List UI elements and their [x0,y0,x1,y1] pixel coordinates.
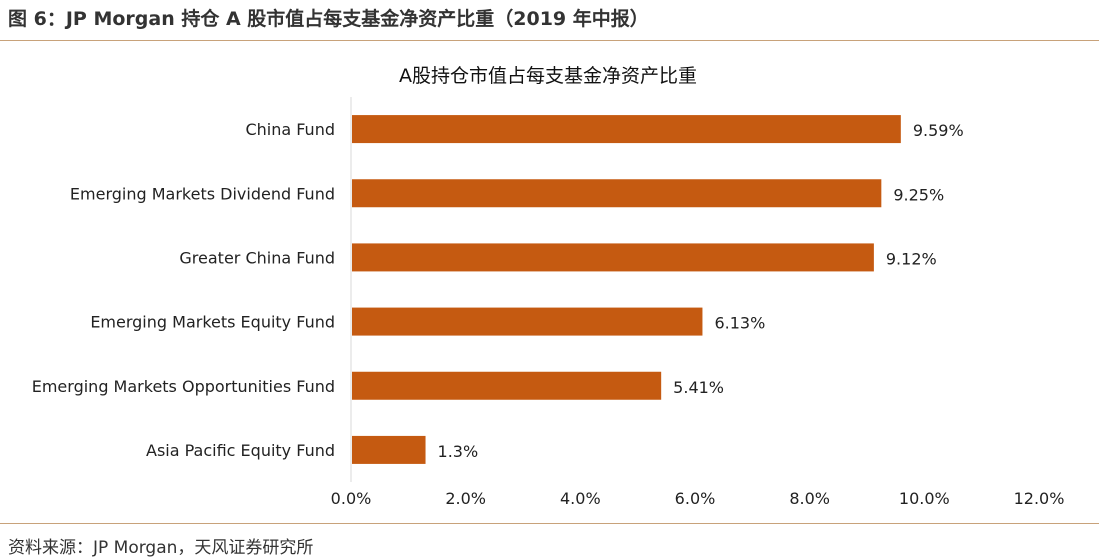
bar [352,435,426,464]
x-tick-label: 12.0% [1014,489,1065,508]
category-label: China Fund [245,120,335,139]
x-tick-label: 4.0% [560,489,601,508]
bar [352,371,662,400]
bar [352,179,882,208]
bar [352,243,874,272]
bar-chart: A股持仓市值占每支基金净资产比重 China Fund 9.59% Emerging… [32,65,1065,508]
data-label: 9.12% [886,249,937,268]
data-label: 9.59% [913,121,964,140]
data-label: 5.41% [673,378,724,397]
data-label: 1.3% [438,442,479,461]
source-note: 资料来源：JP Morgan，天风证券研究所 [8,538,314,558]
data-label: 6.13% [714,314,765,333]
x-tick-label: 6.0% [675,489,716,508]
x-tick-label: 8.0% [789,489,830,508]
category-label: Emerging Markets Equity Fund [90,313,335,332]
category-label: Emerging Markets Dividend Fund [70,184,335,203]
bar [352,307,703,336]
bar [352,115,901,144]
top-divider [0,40,1099,41]
chart-title: A股持仓市值占每支基金净资产比重 [399,65,697,87]
data-label: 9.25% [893,185,944,204]
x-tick-label: 2.0% [445,489,486,508]
x-tick-label: 0.0% [331,489,372,508]
category-label: Greater China Fund [179,248,335,267]
x-tick-label: 10.0% [899,489,950,508]
category-label: Asia Pacific Equity Fund [146,441,335,460]
category-label: Emerging Markets Opportunities Fund [32,377,335,396]
bottom-divider [0,523,1099,524]
figure-title: 图 6：JP Morgan 持仓 A 股市值占每支基金净资产比重（2019 年中… [8,8,649,30]
